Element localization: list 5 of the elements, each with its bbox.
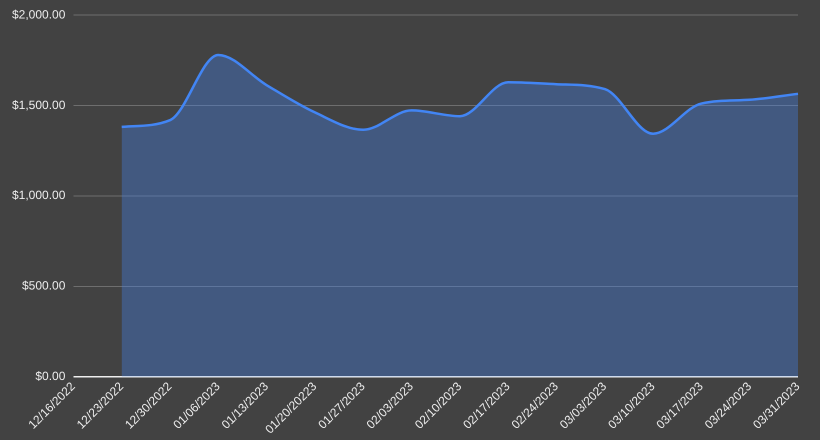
y-tick-label: $500.00 — [22, 278, 66, 293]
y-tick-label: $0.00 — [35, 368, 66, 383]
y-tick-label: $2,000.00 — [12, 8, 66, 22]
y-tick-label: $1,500.00 — [12, 98, 66, 112]
y-tick-label: $1,000.00 — [12, 188, 66, 202]
